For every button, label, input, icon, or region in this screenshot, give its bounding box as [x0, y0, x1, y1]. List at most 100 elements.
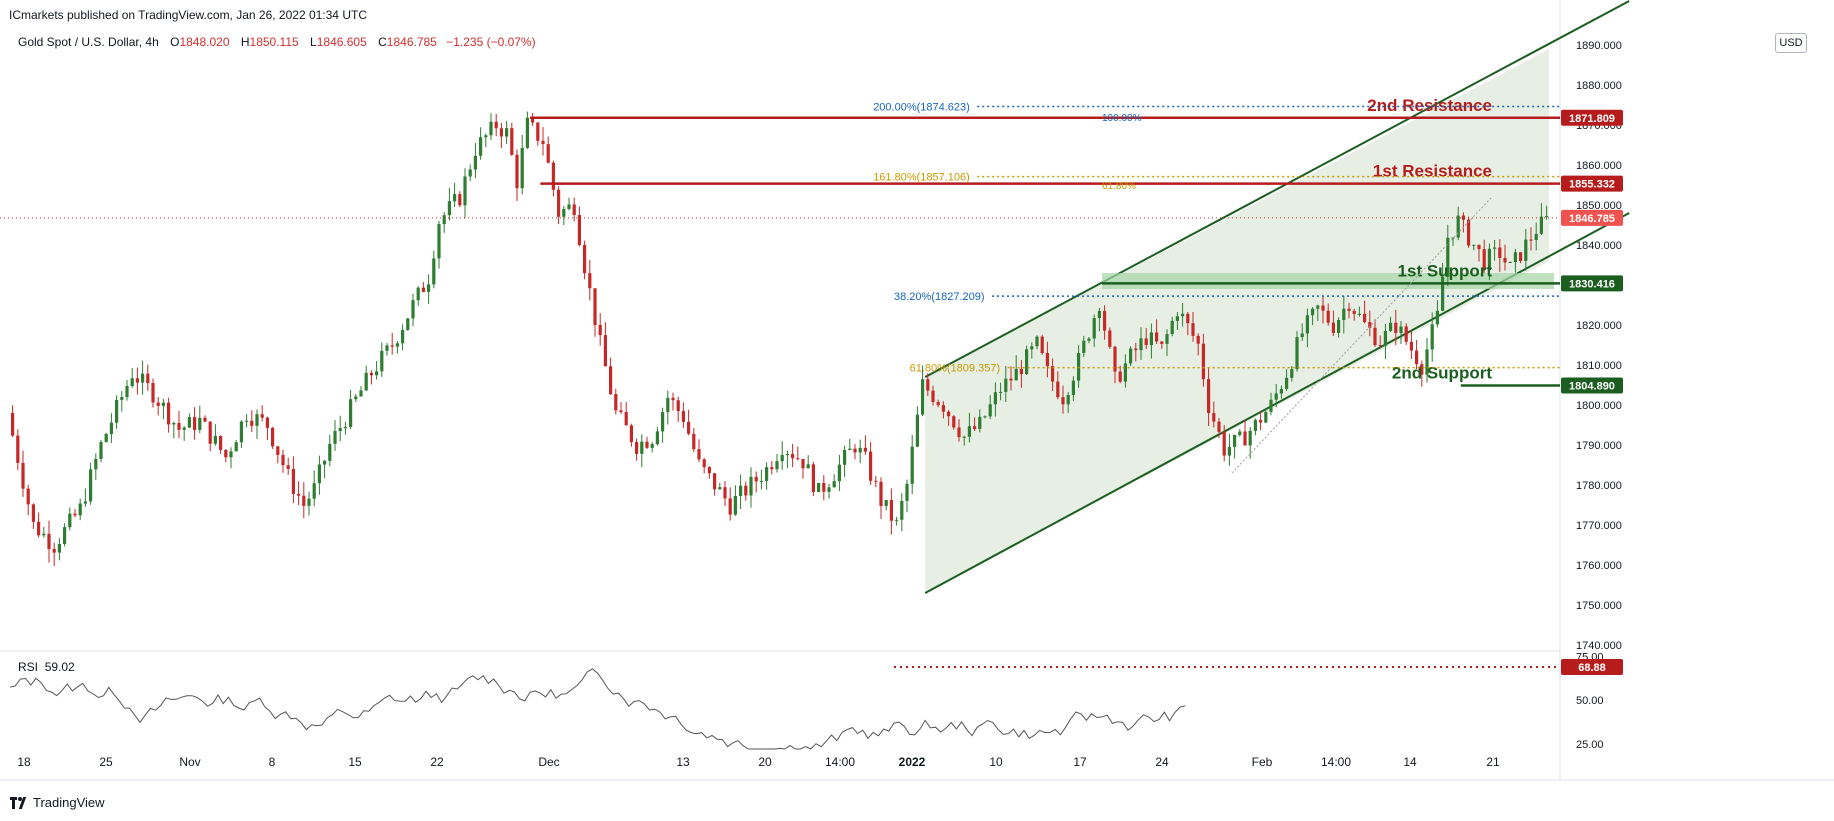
candle-body	[1285, 377, 1289, 389]
candle-body	[68, 513, 72, 528]
candle-body	[1409, 341, 1413, 351]
candle-body	[614, 394, 618, 411]
candle-body	[1248, 430, 1252, 446]
fib-levels[interactable]: 200.00%(1874.623) 161.80%(1857.106) 38.20%…	[873, 102, 1560, 474]
candle-body	[1430, 324, 1434, 350]
time-tick-label: 14:00	[825, 755, 855, 769]
candle-body	[843, 450, 847, 465]
candle-body	[52, 548, 56, 553]
candle-body	[83, 501, 87, 504]
candle-body	[395, 343, 399, 347]
candle-body	[302, 495, 306, 506]
candle-body	[567, 204, 571, 209]
candle-body	[1066, 394, 1070, 405]
time-tick-label: 17	[1073, 755, 1087, 769]
candle-body	[733, 495, 737, 515]
candle-body	[1155, 332, 1159, 342]
candle-body	[551, 162, 555, 190]
candle-body	[921, 379, 925, 415]
rsi-tick-label: 50.00	[1576, 695, 1604, 707]
level-name: 2nd Support	[1392, 363, 1492, 382]
ascending-channel[interactable]	[924, 0, 1630, 594]
candle-body	[1170, 320, 1174, 335]
candle-body	[115, 399, 119, 423]
candle-body	[390, 345, 394, 347]
candle-body	[453, 194, 457, 202]
candle-body	[1191, 323, 1195, 336]
rsi-title: RSI	[18, 660, 39, 674]
candle-body	[707, 467, 711, 474]
candle-body	[983, 416, 987, 418]
level-badge	[1561, 109, 1623, 126]
candle-body	[47, 533, 51, 549]
time-tick-label: 15	[348, 755, 362, 769]
candle-body	[1071, 380, 1075, 395]
candle-body	[78, 503, 82, 516]
rsi-marker-label: 68.88	[1578, 662, 1606, 674]
candle-body	[1082, 340, 1086, 353]
candle-body	[213, 435, 217, 444]
candle-body	[250, 420, 254, 426]
candle-body	[884, 500, 888, 507]
candle-body	[1222, 431, 1226, 456]
candle-body	[1238, 431, 1242, 436]
candle-body	[687, 421, 691, 434]
current-price-label: 1846.785	[1569, 213, 1615, 225]
candle-body	[593, 288, 597, 325]
time-tick-label: 2022	[899, 755, 926, 769]
candle-body	[1545, 216, 1549, 218]
candle-body	[874, 480, 878, 482]
time-tick-label: 22	[430, 755, 444, 769]
candle-body	[957, 427, 961, 438]
time-tick-label: 14:00	[1321, 755, 1351, 769]
candle-body	[99, 441, 103, 459]
candle-body	[671, 397, 675, 401]
candle-body	[858, 447, 862, 453]
candle-body	[1196, 335, 1200, 344]
candle-body	[307, 498, 311, 506]
candle-body	[811, 464, 815, 492]
candle-body	[973, 426, 977, 429]
candle-body	[1482, 249, 1486, 271]
candle-body	[73, 513, 77, 516]
candle-body	[775, 461, 779, 470]
candle-body	[869, 451, 873, 481]
currency-badge[interactable]: USD	[1775, 33, 1807, 53]
candle-body	[234, 442, 238, 452]
candle-body	[1373, 327, 1377, 346]
open-value: 1848.020	[179, 35, 230, 49]
candle-body	[1508, 262, 1512, 264]
candle-body	[1305, 315, 1309, 334]
high-label: H	[240, 35, 250, 49]
candle-body	[1498, 247, 1502, 258]
candle-body	[645, 441, 649, 448]
candle-body	[494, 121, 498, 129]
candle-body	[1025, 349, 1029, 375]
candle-body	[759, 480, 763, 482]
rsi-value: 59.02	[44, 660, 75, 674]
candle-body	[1446, 237, 1450, 277]
candle-body	[401, 329, 405, 344]
support-resistance-levels[interactable]: 2nd Resistance 1871.809 1st Resistance 1855…	[0, 96, 1623, 394]
candle-body	[1118, 371, 1122, 382]
candle-body	[11, 413, 15, 436]
candle-body	[1311, 308, 1315, 316]
level-badge-label: 1871.809	[1569, 113, 1615, 125]
candle-body	[1207, 379, 1211, 414]
candle-body	[1139, 338, 1143, 351]
channel-upper-line	[924, 0, 1630, 378]
candle-body	[1347, 308, 1351, 311]
candle-body	[1108, 330, 1112, 347]
price-tick-label: 1800.000	[1576, 400, 1622, 412]
candle-body	[624, 412, 628, 426]
candle-body	[661, 412, 665, 432]
candle-body	[1451, 237, 1455, 239]
candle-body	[317, 464, 321, 484]
candle-body	[879, 481, 883, 507]
candle-body	[692, 433, 696, 450]
candle-body	[853, 448, 857, 453]
time-tick-label: 21	[1486, 755, 1500, 769]
candle-body	[1389, 322, 1393, 331]
